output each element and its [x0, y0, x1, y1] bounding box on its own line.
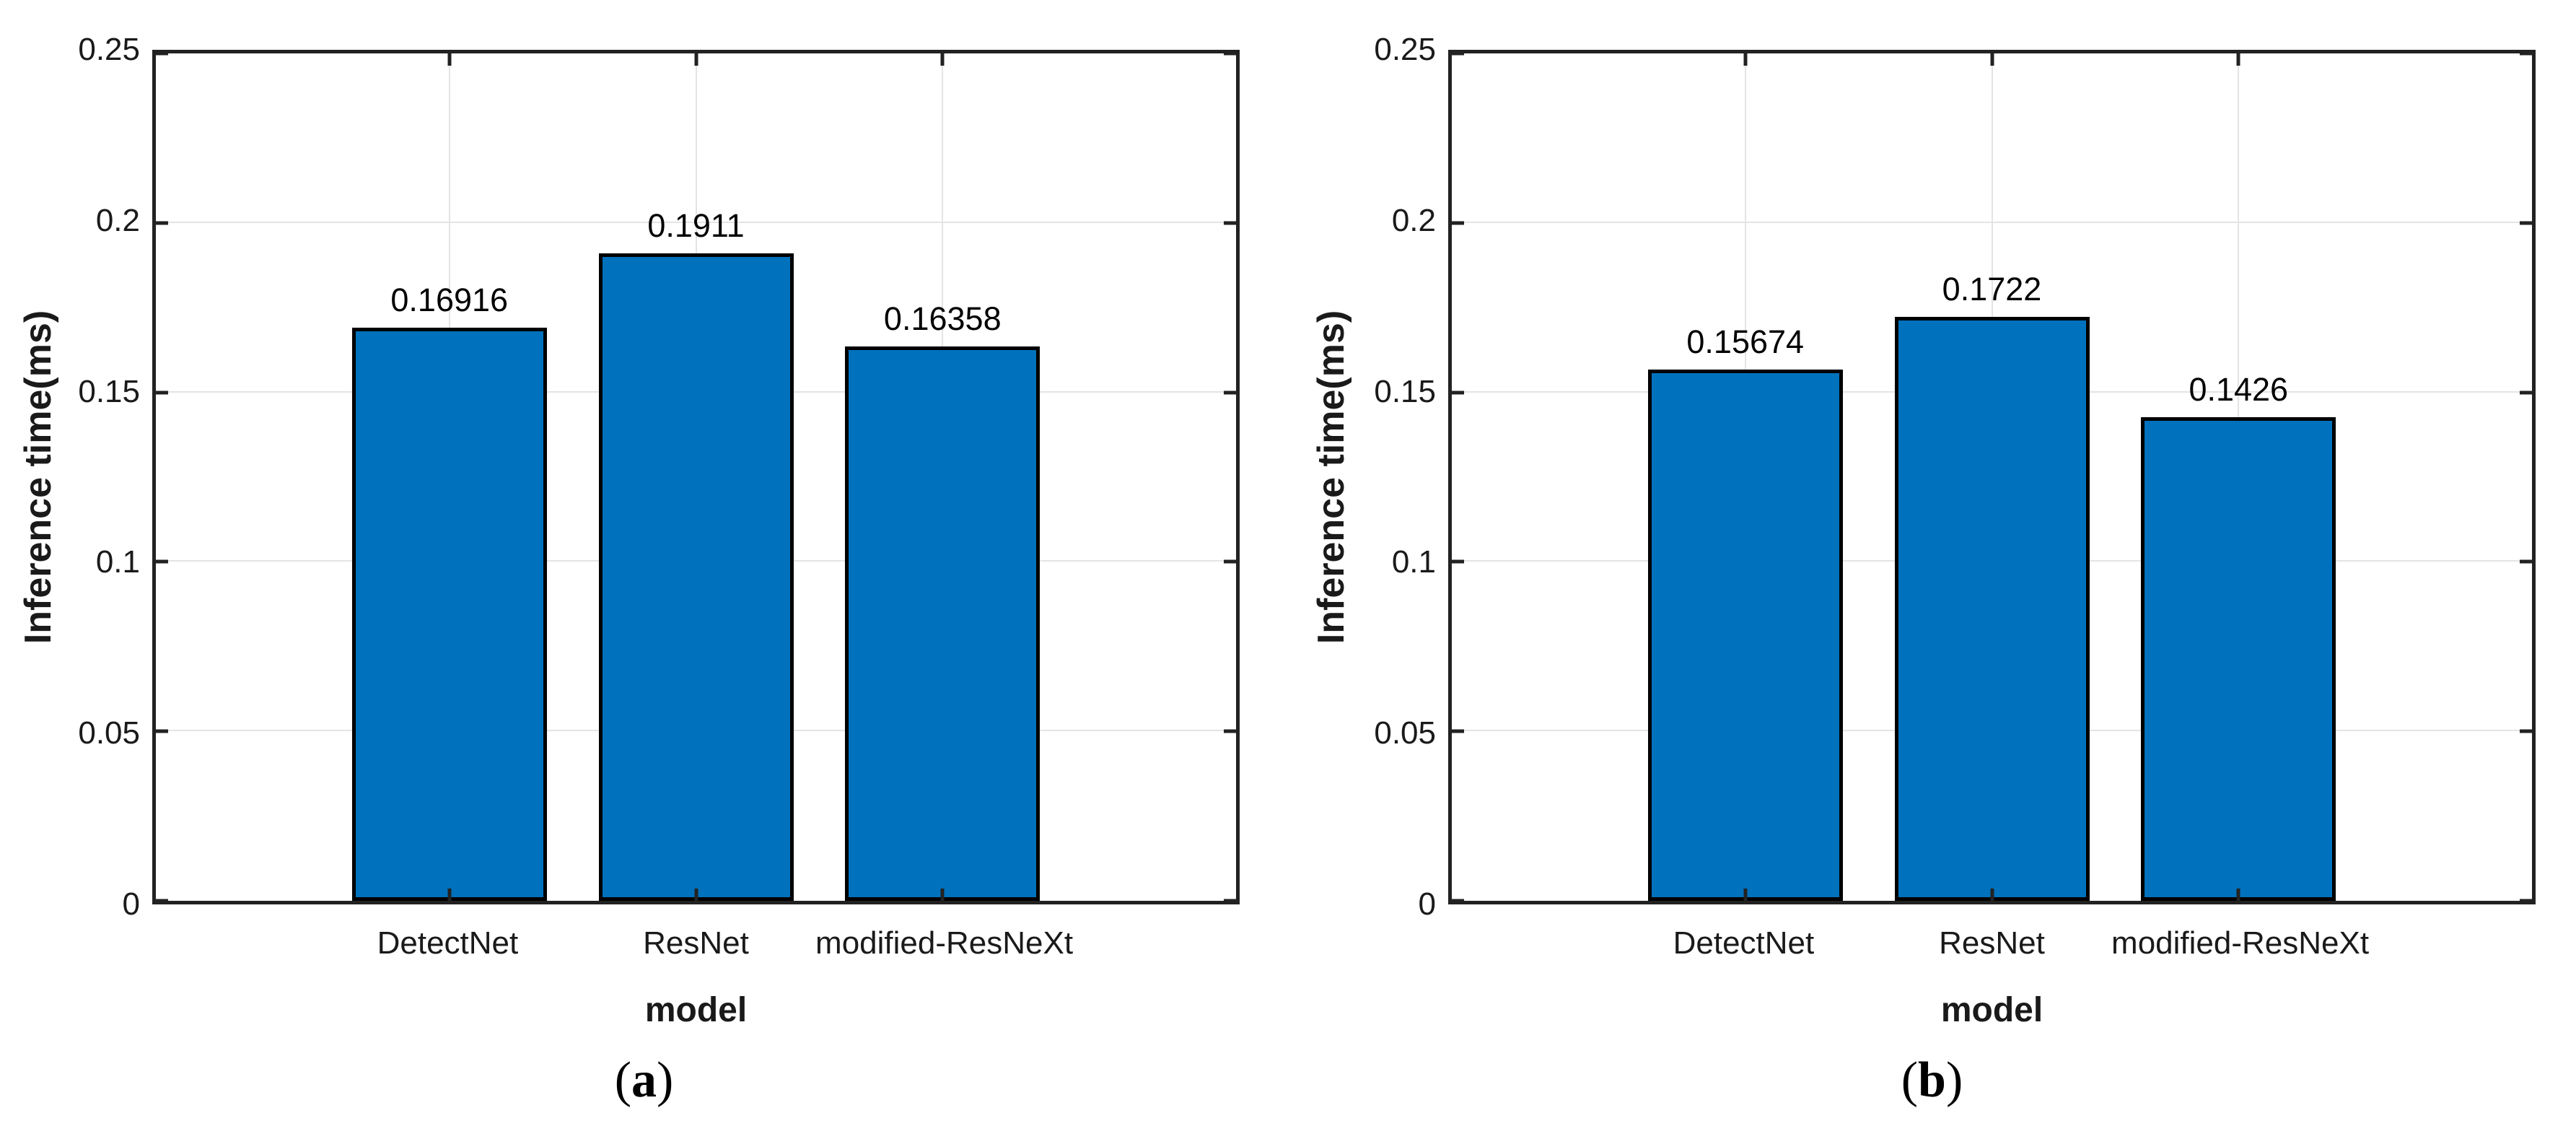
y-tick-mark: [1224, 51, 1236, 56]
x-axis-label: model: [644, 991, 748, 1029]
bar-value-label: 0.16916: [390, 281, 509, 318]
bar-value-label: 0.1722: [1942, 271, 2042, 308]
bar-resnet: [1894, 317, 2090, 901]
y-tick-mark: [2520, 559, 2532, 564]
y-tick-mark: [1452, 51, 1464, 56]
caption-paren-close: ): [657, 1052, 674, 1108]
x-tick-label: modified-ResNeXt: [2111, 925, 2370, 961]
y-tick-mark: [156, 51, 168, 56]
bar-modified-resnext: [2141, 417, 2336, 901]
x-tick-mark: [447, 53, 452, 66]
y-tick-label: 0.05: [78, 715, 140, 751]
y-tick-mark: [1224, 559, 1236, 564]
bar-detectnet: [351, 327, 547, 901]
y-tick-mark: [1452, 559, 1464, 564]
plot-area: 0.15674 0.1722 0.1426: [1448, 50, 2536, 904]
y-tick-mark: [1452, 729, 1464, 733]
y-tick-label: 0.2: [1391, 202, 1436, 238]
x-axis-tick-labels: DetectNet ResNet modified-ResNeXt: [1448, 925, 2536, 966]
x-tick-mark: [694, 889, 698, 901]
x-tick-mark: [1990, 889, 1994, 901]
x-tick-mark: [694, 53, 698, 66]
caption-letter: b: [1918, 1052, 1946, 1108]
y-tick-label: 0: [1418, 886, 1436, 922]
x-tick-mark: [2236, 53, 2240, 66]
bar-detectnet: [1647, 369, 1843, 901]
y-tick-mark: [1224, 729, 1236, 733]
y-tick-label: 0.25: [78, 32, 140, 67]
y-tick-mark: [156, 559, 168, 564]
y-tick-label: 0.25: [1374, 32, 1436, 67]
caption-paren-close: ): [1945, 1052, 1963, 1108]
bar-value-label: 0.1911: [647, 206, 745, 244]
x-tick-label: ResNet: [643, 925, 749, 961]
y-tick-label: 0.2: [95, 202, 140, 238]
y-tick-label: 0.1: [1391, 544, 1436, 580]
x-tick-label: ResNet: [1939, 925, 2045, 961]
bar-value-label: 0.1426: [2189, 371, 2289, 409]
caption-paren-open: (: [614, 1052, 631, 1108]
bar-resnet: [598, 253, 794, 901]
x-tick-label: DetectNet: [1673, 925, 1815, 961]
x-tick-label: modified-ResNeXt: [815, 925, 1074, 961]
y-tick-mark: [2520, 51, 2532, 56]
chart-panel-b: Inference time(ms) 0 0.05 0.1 0.15 0.2 0.25 0…: [1288, 0, 2576, 1139]
y-tick-mark: [1224, 390, 1236, 395]
caption-paren-open: (: [1901, 1052, 1919, 1108]
x-tick-mark: [1743, 53, 1748, 66]
y-tick-mark: [1452, 390, 1464, 395]
y-axis-tick-labels: 0 0.05 0.1 0.15 0.2 0.25: [1288, 34, 1436, 920]
y-tick-mark: [1224, 899, 1236, 903]
bar-modified-resnext: [845, 346, 1041, 901]
caption-letter: a: [631, 1052, 657, 1108]
x-tick-mark: [1990, 53, 1994, 66]
x-tick-mark: [940, 889, 945, 901]
x-tick-mark: [1743, 889, 1748, 901]
y-axis-tick-labels: 0 0.05 0.1 0.15 0.2 0.25: [0, 34, 140, 920]
panel-caption-a: (a): [0, 1052, 1288, 1108]
y-tick-mark: [2520, 729, 2532, 733]
y-tick-mark: [1452, 221, 1464, 225]
y-tick-label: 0.05: [1374, 715, 1436, 751]
y-tick-label: 0: [122, 886, 140, 922]
chart-panel-a: Inference time(ms) 0 0.05 0.1 0.15 0.2 0.25 0…: [0, 34, 1288, 1108]
y-tick-mark: [1452, 899, 1464, 903]
y-tick-mark: [156, 221, 168, 225]
x-tick-label: DetectNet: [377, 925, 519, 961]
y-tick-mark: [2520, 899, 2532, 903]
y-tick-mark: [156, 390, 168, 395]
y-tick-mark: [2520, 390, 2532, 395]
x-tick-mark: [940, 53, 945, 66]
plot-area: 0.16916 0.1911 0.16358: [152, 50, 1240, 904]
x-tick-mark: [447, 889, 452, 901]
panel-caption-b: (b): [1288, 1052, 2576, 1108]
y-tick-mark: [156, 729, 168, 733]
y-tick-label: 0.15: [78, 373, 140, 409]
y-tick-label: 0.15: [1374, 373, 1436, 409]
y-tick-mark: [1224, 221, 1236, 225]
x-axis-label: model: [1940, 991, 2043, 1029]
y-tick-label: 0.1: [95, 544, 140, 580]
y-tick-mark: [2520, 221, 2532, 225]
bar-value-label: 0.16358: [883, 300, 1002, 337]
bar-value-label: 0.15674: [1686, 323, 1805, 360]
x-axis-tick-labels: DetectNet ResNet modified-ResNeXt: [152, 925, 1240, 966]
y-tick-mark: [156, 899, 168, 903]
x-tick-mark: [2236, 889, 2240, 901]
